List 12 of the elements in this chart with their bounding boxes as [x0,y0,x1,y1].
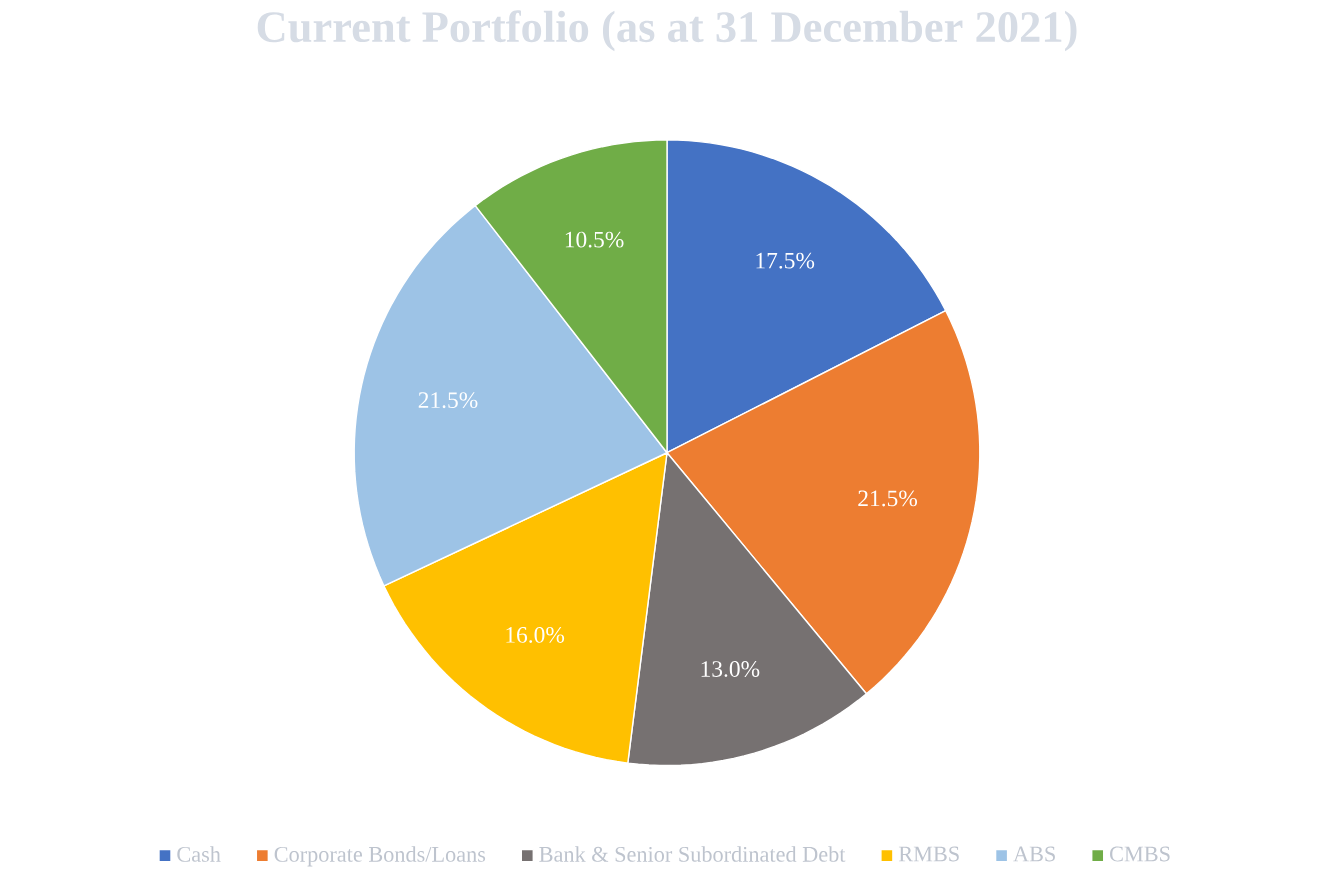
legend-label: Bank & Senior Subordinated Debt [539,846,846,862]
data-label: 21.5% [418,392,478,409]
legend-label: CMBS [1110,846,1170,862]
legend-label: Corporate Bonds/Loans [274,846,486,867]
legend-label: Cash [177,846,221,862]
data-label: 17.5% [756,252,815,269]
data-label: 16.0% [506,627,565,643]
legend-label: ABS [1013,846,1055,862]
data-label: 13.0% [701,661,760,678]
data-label: 21.5% [858,490,918,507]
legend-label: RMBS [898,846,959,862]
data-label: 10.5% [565,231,624,248]
